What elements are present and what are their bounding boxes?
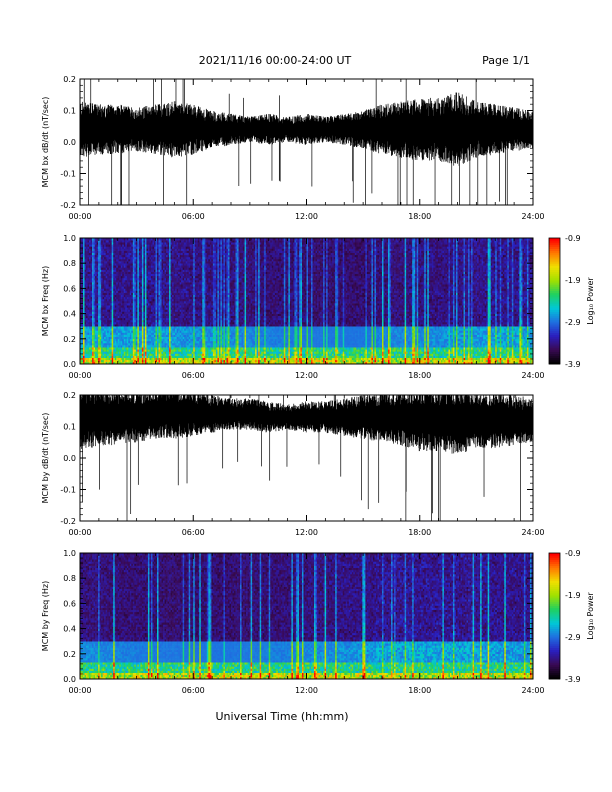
y-tick-label: -0.2 xyxy=(60,201,76,210)
y-tick-label: -0.1 xyxy=(60,170,76,179)
x-tick-label: 18:00 xyxy=(408,212,431,221)
y-tick-label: 0.0 xyxy=(63,138,76,147)
panels: 00:00 06:00 12:00 18:00 24:00 -0.2 -0.1 0.0 0.1 0… xyxy=(41,46,595,695)
figure-title: 2021/11/16 00:00-24:00 UT xyxy=(199,54,352,67)
y-tick-label: 0.1 xyxy=(63,107,76,116)
x-tick-label: 12:00 xyxy=(295,212,318,221)
y-tick-label: 0.2 xyxy=(63,75,76,84)
x-tick-label: 06:00 xyxy=(182,212,205,221)
y-axis-label: MCM bx dB/dt (nT/sec) xyxy=(41,97,50,188)
x-tick-label: 24:00 xyxy=(521,212,544,221)
figure: 2021/11/16 00:00-24:00 UT Page 1/1 00:00… xyxy=(0,0,612,792)
x-tick-label: 00:00 xyxy=(68,212,91,221)
heatmap-cells xyxy=(80,238,533,364)
page-indicator: Page 1/1 xyxy=(482,54,530,67)
